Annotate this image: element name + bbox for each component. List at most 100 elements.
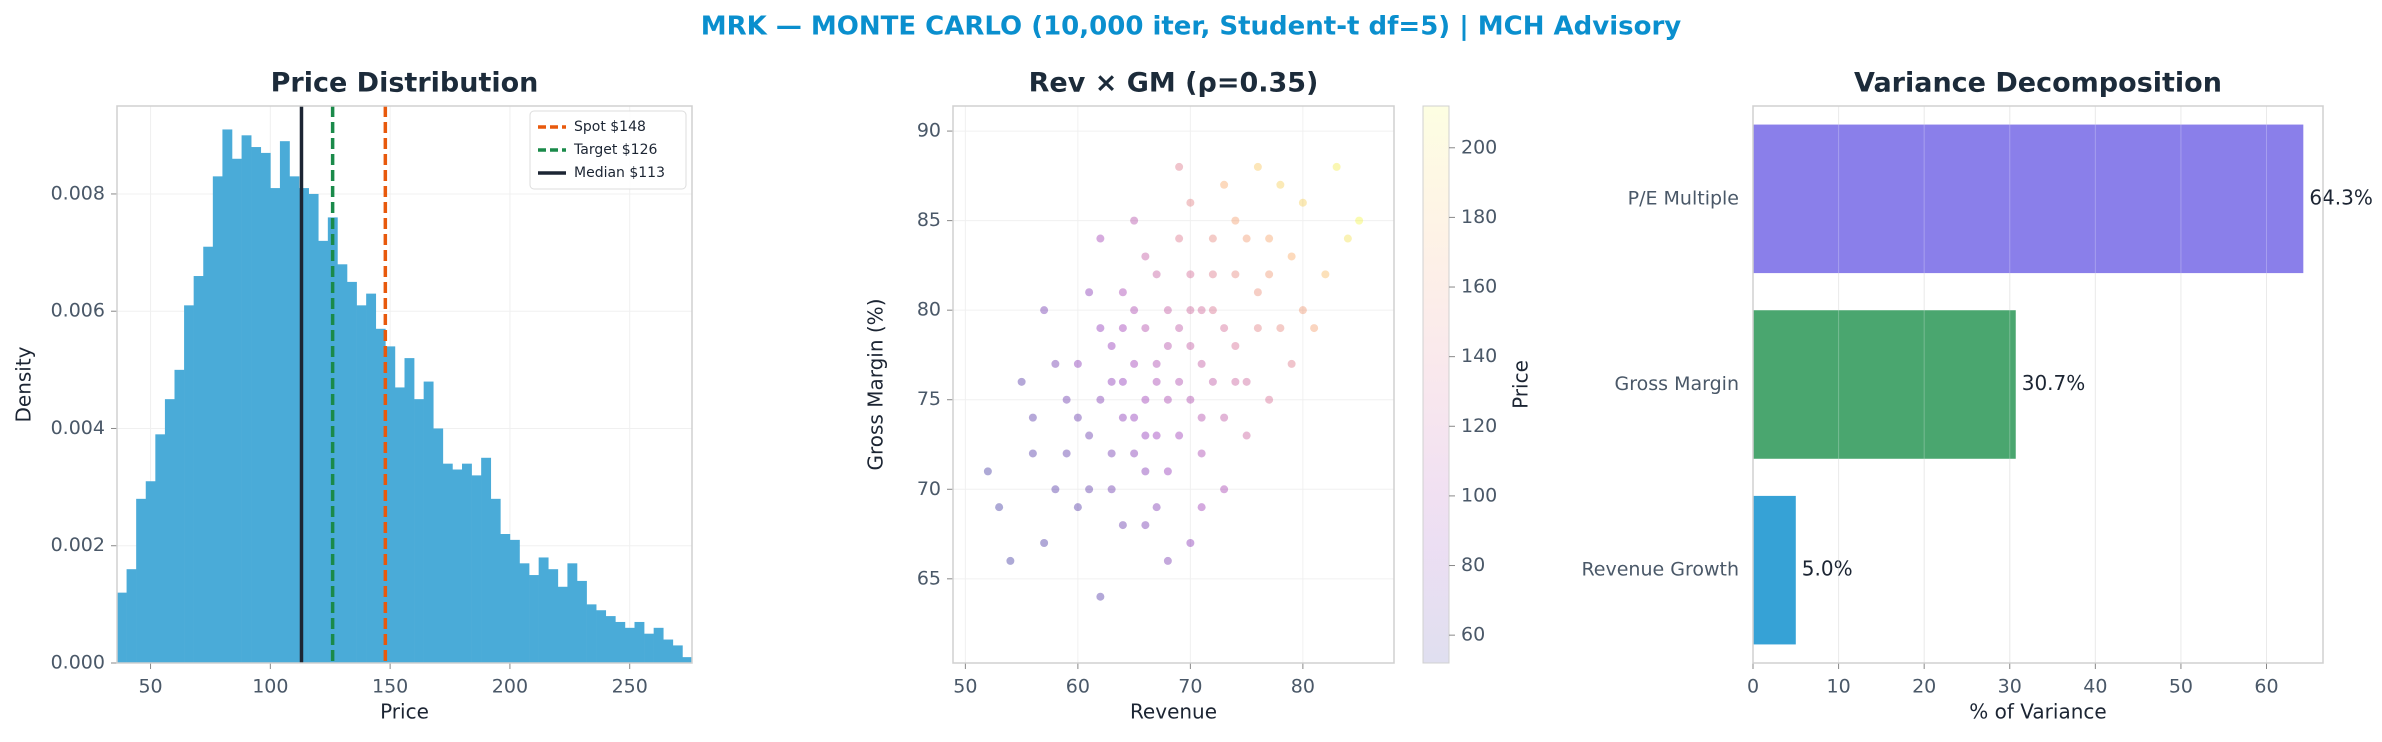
hist-bar	[174, 369, 185, 663]
scatter-point	[1310, 324, 1319, 333]
hist-bar	[347, 281, 357, 663]
hist-bar	[337, 264, 348, 663]
hist-bar	[634, 621, 645, 663]
y-tick-label: 90	[917, 120, 941, 142]
scatter-point	[1242, 377, 1251, 386]
colorbar-label: Price	[1509, 360, 1533, 409]
x-tick-label: 30	[1998, 676, 2022, 698]
colorbar-tick-label: 120	[1461, 415, 1497, 437]
hist-bar	[260, 152, 271, 663]
scatter-point	[1298, 198, 1307, 207]
y-tick-label: 0.006	[51, 300, 105, 322]
panel-title: Price Distribution	[271, 68, 539, 99]
scatter-point	[1332, 162, 1341, 171]
scatter-point	[1096, 234, 1105, 243]
hist-bar	[414, 399, 424, 663]
hist-bar	[615, 621, 626, 663]
hist-bar	[404, 358, 415, 663]
bar	[1753, 310, 2016, 459]
hist-bar	[529, 575, 539, 663]
scatter-point	[1085, 431, 1094, 440]
hist-bar	[471, 475, 482, 663]
colorbar	[1422, 105, 1450, 664]
scatter-point	[1130, 306, 1139, 315]
x-tick-label: 150	[372, 676, 408, 698]
hist-bar	[442, 463, 453, 663]
y-tick-label: 0.002	[51, 534, 105, 556]
x-tick-label: 50	[2169, 676, 2193, 698]
plot-frame	[1752, 105, 2324, 664]
hist-bar	[538, 557, 549, 663]
scatter-point	[1186, 198, 1195, 207]
scatter-point	[1175, 234, 1184, 243]
y-tick-label: 0.004	[51, 417, 105, 439]
scatter-point	[1220, 413, 1229, 422]
x-tick-label: 100	[252, 676, 288, 698]
scatter-point	[1062, 449, 1071, 458]
category-label: Gross Margin	[1615, 373, 1739, 395]
hist-bar	[394, 387, 405, 663]
hist-bar	[375, 328, 386, 663]
scatter-point	[1208, 234, 1217, 243]
hist-bar	[318, 240, 329, 663]
hist-bar	[366, 293, 377, 663]
scatter-point	[1118, 413, 1127, 422]
scatter-point	[1197, 359, 1206, 368]
hist-bar	[117, 592, 127, 663]
x-tick-label: 50	[953, 676, 977, 698]
category-label: Revenue Growth	[1581, 559, 1739, 581]
scatter-point	[1197, 503, 1206, 512]
scatter-point	[1220, 324, 1229, 333]
hist-bar	[308, 193, 319, 663]
scatter-point	[1141, 252, 1150, 261]
hist-bar	[299, 188, 309, 663]
y-tick-label: 70	[917, 478, 941, 500]
scatter-point	[1096, 324, 1105, 333]
scatter-point	[1006, 556, 1015, 565]
scatter-point	[1208, 270, 1217, 279]
scatter-point	[1242, 234, 1251, 243]
legend-label: Median $113	[574, 165, 665, 181]
scatter-point	[1152, 270, 1161, 279]
scatter-point	[995, 503, 1004, 512]
colorbar-tick-label: 80	[1461, 554, 1485, 576]
scatter-point	[1130, 216, 1139, 225]
y-axis-label: Density	[12, 346, 36, 422]
scatter-point	[1141, 431, 1150, 440]
scatter-point	[1040, 539, 1049, 548]
scatter-point	[1186, 341, 1195, 350]
bar	[1753, 124, 2304, 274]
x-tick-label: 60	[1066, 676, 1090, 698]
value-label: 64.3%	[2309, 185, 2373, 209]
hist-bar	[193, 276, 204, 663]
colorbar-tick-label: 180	[1461, 206, 1497, 228]
scatter-point	[1231, 216, 1240, 225]
colorbar-tick-label: 100	[1461, 484, 1497, 506]
value-label: 30.7%	[2022, 371, 2086, 395]
hist-bar	[232, 158, 242, 663]
scatter-point	[1265, 395, 1274, 404]
x-axis-label: Price	[380, 700, 429, 724]
scatter-point	[1130, 449, 1139, 458]
scatter-point	[1186, 270, 1195, 279]
legend-label: Target $126	[573, 142, 657, 158]
scatter-point	[1163, 556, 1172, 565]
legend-label: Spot $148	[574, 119, 646, 135]
scatter-point	[1152, 503, 1161, 512]
scatter-point	[1051, 485, 1060, 494]
hist-bar	[500, 534, 511, 663]
x-tick-label: 200	[492, 676, 528, 698]
hist-bar	[270, 188, 281, 663]
scatter-point	[1197, 306, 1206, 315]
y-axis-label: Gross Margin (%)	[864, 299, 888, 471]
hist-bar	[557, 586, 568, 663]
scatter-point	[1208, 377, 1217, 386]
category-label: P/E Multiple	[1628, 187, 1739, 209]
hist-bar	[433, 428, 444, 663]
hist-bar	[596, 610, 607, 663]
hist-bar	[136, 498, 147, 663]
hist-bar	[289, 176, 300, 663]
colorbar-tick-label: 160	[1461, 276, 1497, 298]
scatter-point	[1175, 162, 1184, 171]
scatter-point	[1163, 341, 1172, 350]
